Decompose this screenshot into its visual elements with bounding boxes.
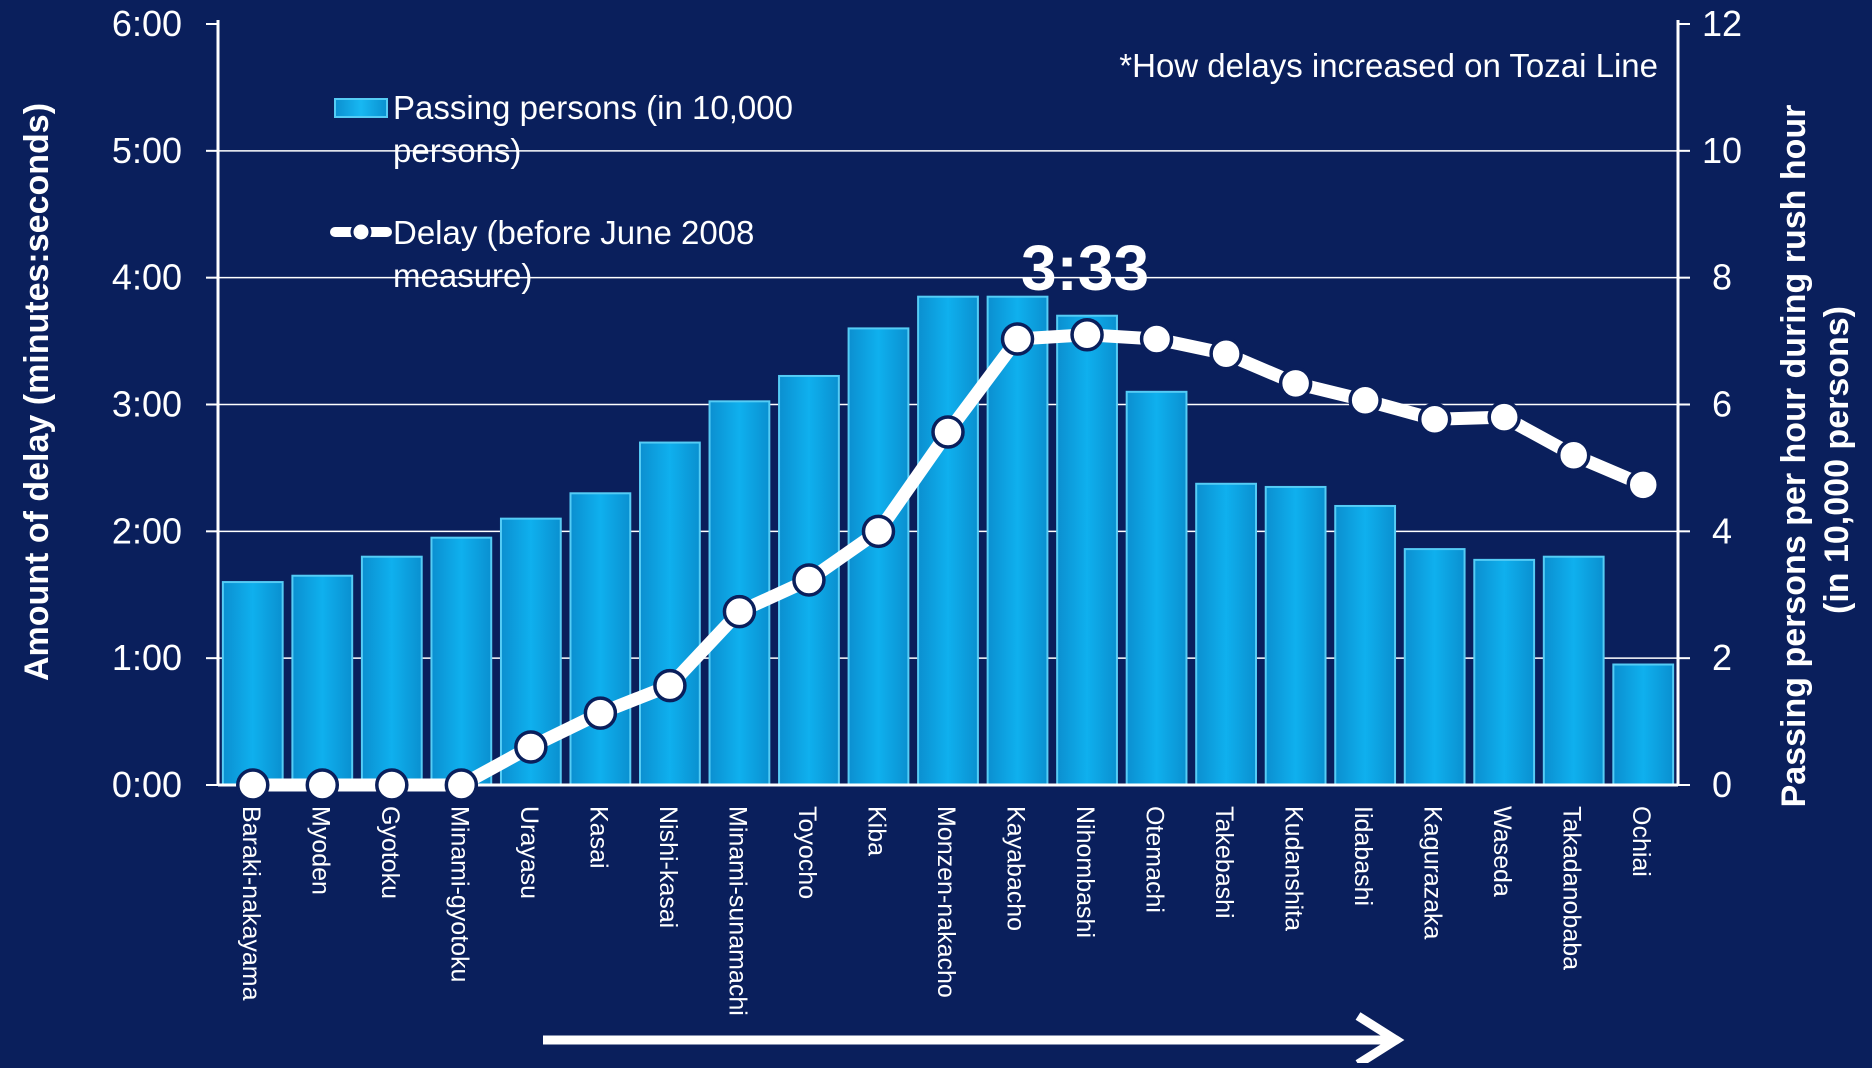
bar-minami-sunamachi (708, 400, 771, 786)
delay-point-otemachi (1139, 322, 1174, 356)
bar-kayabacho (986, 295, 1049, 786)
delay-point-minami-sunamachi (722, 594, 757, 629)
legend-bar-label-line1: Passing persons (in 10,000 (393, 89, 793, 126)
category-label-kayabacho: Kayabacho (1002, 806, 1030, 931)
right-tick-labels: 0 2 4 6 8 10 12 (1702, 3, 1742, 805)
bar-nihombashi (1056, 314, 1118, 786)
delay-point-nihombashi (1070, 317, 1104, 352)
left-tick-label: 1:00 (112, 637, 182, 678)
bar-kagurazaka (1403, 548, 1466, 787)
delay-point-monzen-nakacho (931, 415, 965, 449)
bar-gyotoku (360, 555, 423, 787)
category-label-urayasu: Urayasu (515, 806, 543, 899)
category-label-otemachi: Otemachi (1141, 806, 1169, 913)
bar-baraki-nakayama (221, 581, 284, 786)
category-label-nishi-kasai: Nishi-kasai (654, 806, 682, 928)
legend-line-label-line1: Delay (before June 2008 (393, 214, 754, 251)
left-axis-title: Amount of delay (minutes:seconds) (18, 103, 56, 681)
left-tick-label: 6:00 (112, 3, 182, 44)
delay-point-kayabacho (1000, 322, 1035, 356)
legend: Passing persons (in 10,000 persons) Dela… (330, 89, 793, 294)
category-labels: Baraki-nakayama Myoden Gyotoku Minami-gyoto… (237, 806, 1655, 1016)
bar-minami-gyotoku (430, 536, 493, 786)
legend-bar-swatch (334, 98, 388, 118)
right-tick-label: 2 (1712, 637, 1732, 678)
left-tick-label: 2:00 (112, 510, 182, 551)
left-tick-label: 4:00 (112, 257, 182, 298)
category-label-takadanobaba: Takadanobaba (1558, 806, 1586, 970)
peak-delay-label: 3:33 (1021, 232, 1149, 304)
category-label-nihombashi: Nihombashi (1071, 806, 1099, 938)
category-label-ochiai: Ochiai (1627, 806, 1655, 877)
right-tick-label: 12 (1702, 3, 1742, 44)
delay-point-kagurazaka (1417, 402, 1452, 437)
legend-line-marker (350, 221, 372, 243)
delay-point-kiba (861, 514, 896, 549)
delay-point-baraki-nakayama (236, 768, 270, 802)
category-label-toyocho: Toyocho (793, 806, 821, 899)
category-label-monzen-nakacho: Monzen-nakacho (932, 806, 960, 998)
category-label-takebashi: Takebashi (1210, 806, 1238, 919)
bar-monzen-nakacho (917, 295, 979, 786)
bar-waseda (1473, 558, 1536, 787)
category-label-kudanshita: Kudanshita (1280, 806, 1308, 931)
category-label-kasai: Kasai (584, 806, 612, 869)
direction-arrow (543, 1012, 1405, 1068)
right-tick-label: 8 (1712, 257, 1732, 298)
direction-arrow-head (1355, 1012, 1405, 1068)
bar-nishi-kasai (639, 441, 701, 786)
category-label-minami-gyotoku: Minami-gyotoku (445, 806, 473, 982)
category-label-myoden: Myoden (306, 806, 334, 895)
delay-point-myoden (305, 768, 340, 802)
right-axis-title-line2: (in 10,000 persons) (1818, 306, 1856, 614)
left-tick-label: 0:00 (112, 764, 182, 805)
line-series (236, 317, 1660, 802)
delay-point-ochiai (1626, 468, 1660, 502)
chart-annotation: *How delays increased on Tozai Line (1119, 47, 1658, 84)
category-label-baraki-nakayama: Baraki-nakayama (237, 806, 265, 1001)
delay-point-kasai (583, 696, 618, 730)
category-label-waseda: Waseda (1488, 806, 1516, 897)
bar-ochiai (1612, 663, 1675, 787)
right-tick-label: 6 (1712, 384, 1732, 425)
category-label-gyotoku: Gyotoku (376, 806, 404, 899)
delay-point-iidabashi (1348, 383, 1382, 418)
delay-point-nishi-kasai (653, 668, 687, 703)
legend-line-label-line2: measure) (393, 257, 532, 294)
category-label-iidabashi: Iidabashi (1349, 806, 1377, 906)
category-label-kiba: Kiba (862, 806, 890, 856)
right-tick-label: 4 (1712, 510, 1732, 551)
bar-series (221, 295, 1675, 787)
right-tick-label: 10 (1702, 130, 1742, 171)
category-label-kagurazaka: Kagurazaka (1419, 806, 1447, 940)
right-tick-label: 0 (1712, 764, 1732, 805)
bar-kiba (847, 327, 910, 786)
bar-takebashi (1195, 482, 1257, 786)
legend-bar-label-line2: persons) (393, 132, 521, 169)
delay-point-takebashi (1209, 337, 1243, 371)
bar-takadanobaba (1542, 555, 1605, 787)
category-label-minami-sunamachi: Minami-sunamachi (723, 806, 751, 1016)
delay-point-minami-gyotoku (444, 768, 479, 802)
left-tick-labels: 0:00 1:00 2:00 3:00 4:00 5:00 6:00 (112, 3, 182, 805)
delay-point-toyocho (792, 563, 826, 597)
bar-kudanshita (1264, 485, 1327, 786)
left-tick-label: 3:00 (112, 384, 182, 425)
bar-iidabashi (1334, 504, 1397, 786)
right-axis-title-line1: Passing persons per hour during rush hou… (1775, 105, 1813, 808)
delay-point-kudanshita (1278, 366, 1313, 401)
delay-point-urayasu (514, 730, 548, 764)
delay-point-gyotoku (375, 768, 409, 802)
bar-myoden (291, 574, 354, 786)
left-tick-label: 5:00 (112, 130, 182, 171)
bar-kasai (569, 492, 632, 786)
delay-point-takadanobaba (1556, 438, 1591, 472)
bar-otemachi (1125, 390, 1188, 786)
delay-point-waseda (1487, 400, 1521, 434)
